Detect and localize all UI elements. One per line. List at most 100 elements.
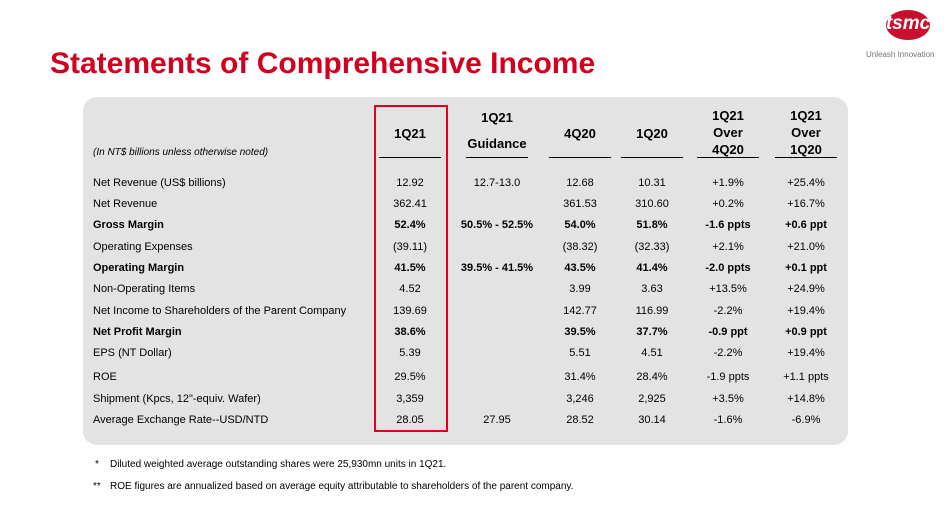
cell: 10.31 — [638, 177, 666, 189]
column-header: 1Q21 — [790, 108, 822, 123]
cell: 142.77 — [563, 305, 597, 317]
row-label: Net Revenue (US$ billions) — [93, 177, 226, 189]
column-header: Over — [791, 125, 821, 140]
cell: (38.32) — [562, 241, 598, 253]
cell: 52.4% — [394, 219, 426, 231]
column-header: 1Q21 — [481, 110, 513, 125]
cell: (39.11) — [392, 241, 428, 253]
cell: 41.4% — [636, 262, 668, 274]
cell: -6.9% — [791, 414, 821, 426]
cell: 39.5% - 41.5% — [460, 262, 534, 274]
cell: 12.68 — [566, 177, 594, 189]
cell: 2,925 — [638, 393, 666, 405]
cell: 5.39 — [399, 347, 421, 359]
cell: +0.2% — [712, 198, 744, 210]
header-rule — [379, 157, 441, 158]
highlight-box — [374, 105, 448, 432]
cell: 139.69 — [393, 305, 427, 317]
cell: +1.1 ppts — [783, 371, 829, 383]
row-label: Operating Margin — [93, 262, 185, 274]
column-header: 1Q21 — [394, 126, 426, 141]
column-header: Guidance — [467, 136, 527, 151]
cell: 28.52 — [566, 414, 594, 426]
cell: 12.92 — [396, 177, 424, 189]
cell: 54.0% — [564, 219, 596, 231]
row-label: ROE — [93, 371, 117, 383]
cell: 362.41 — [393, 198, 427, 210]
cell: +13.5% — [709, 283, 747, 295]
cell: +0.6 ppt — [785, 219, 827, 231]
cell: 310.60 — [635, 198, 669, 210]
cell: 28.05 — [396, 414, 424, 426]
cell: 3.99 — [569, 283, 591, 295]
column-header: 1Q20 — [636, 126, 668, 141]
footnote: Diluted weighted average outstanding sha… — [110, 459, 447, 470]
cell: -2.2% — [713, 347, 743, 359]
tagline: Unleash Innovation — [866, 50, 935, 59]
cell: +25.4% — [787, 177, 825, 189]
cell: +19.4% — [787, 347, 825, 359]
column-header: Over — [713, 125, 743, 140]
cell: 116.99 — [635, 305, 669, 317]
column-header: 1Q20 — [790, 142, 822, 157]
column-header: 1Q21 — [712, 108, 744, 123]
row-label: EPS (NT Dollar) — [93, 347, 172, 359]
row-label: Net Income to Shareholders of the Parent… — [93, 305, 347, 317]
footnote-marker: ** — [93, 481, 101, 492]
row-label: Operating Expenses — [93, 241, 193, 253]
cell: 3,246 — [566, 393, 594, 405]
cell: 51.8% — [636, 219, 668, 231]
cell: +2.1% — [712, 241, 744, 253]
cell: 38.6% — [394, 326, 426, 338]
cell: 27.95 — [483, 414, 511, 426]
footnote-marker: * — [95, 459, 99, 470]
cell: 28.4% — [636, 371, 668, 383]
cell: 4.52 — [399, 283, 421, 295]
cell: -2.2% — [713, 305, 743, 317]
cell: +21.0% — [787, 241, 825, 253]
row-label: Gross Margin — [93, 219, 164, 231]
cell: (32.33) — [634, 241, 670, 253]
column-header: 4Q20 — [712, 142, 744, 157]
cell: +19.4% — [787, 305, 825, 317]
cell: 30.14 — [638, 414, 666, 426]
header-rule — [549, 157, 611, 158]
cell: +0.1 ppt — [785, 262, 827, 274]
table-note: (In NT$ billions unless otherwise noted) — [93, 147, 269, 158]
cell: 39.5% — [564, 326, 596, 338]
cell: 12.7-13.0 — [473, 177, 521, 189]
table-panel — [83, 97, 848, 445]
header-rule — [775, 157, 837, 158]
title: Statements of Comprehensive Income — [50, 47, 596, 80]
cell: 37.7% — [636, 326, 668, 338]
cell: +1.9% — [712, 177, 744, 189]
cell: -1.9 ppts — [706, 371, 750, 383]
logo-badge — [886, 10, 930, 40]
cell: +16.7% — [787, 198, 825, 210]
cell: 3.63 — [641, 283, 663, 295]
cell: 3,359 — [396, 393, 424, 405]
row-label: Average Exchange Rate--USD/NTD — [93, 414, 269, 426]
cell: 31.4% — [564, 371, 596, 383]
logo: tsmc — [885, 13, 931, 34]
cell: 41.5% — [394, 262, 426, 274]
cell: +24.9% — [787, 283, 825, 295]
cell: 5.51 — [569, 347, 591, 359]
header-rule — [697, 157, 759, 158]
row-label: Shipment (Kpcs, 12"-equiv. Wafer) — [93, 393, 261, 405]
cell: +0.9 ppt — [785, 326, 827, 338]
row-label: Non-Operating Items — [93, 283, 196, 295]
cell: +14.8% — [787, 393, 825, 405]
header-rule — [621, 157, 683, 158]
cell: -0.9 ppt — [708, 326, 748, 338]
cell: 43.5% — [564, 262, 596, 274]
footnote: ROE figures are annualized based on aver… — [110, 481, 574, 492]
row-label: Net Profit Margin — [93, 326, 182, 338]
cell: -1.6 ppts — [705, 219, 751, 231]
cell: +3.5% — [712, 393, 744, 405]
header-rule — [466, 157, 528, 158]
cell: 29.5% — [394, 371, 426, 383]
cell: 4.51 — [641, 347, 663, 359]
cell: 361.53 — [563, 198, 597, 210]
